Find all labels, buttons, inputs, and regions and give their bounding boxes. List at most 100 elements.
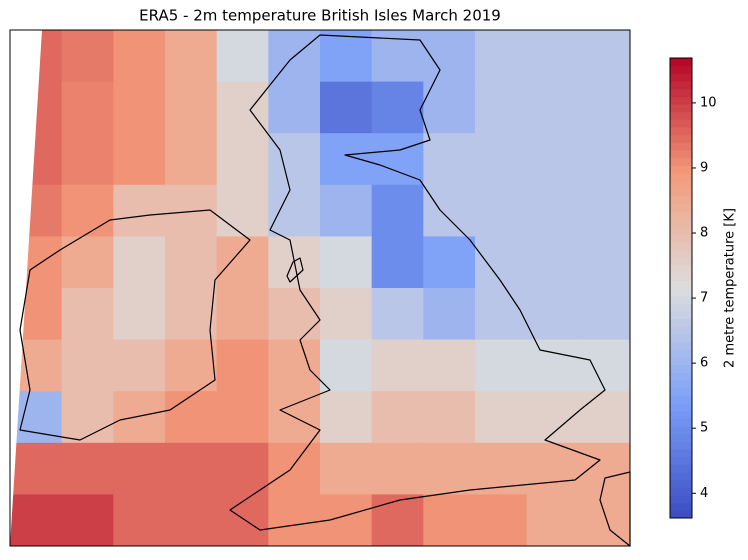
heatmap-cell xyxy=(371,442,424,495)
colorbar-segment xyxy=(670,104,692,113)
heatmap-cell xyxy=(61,391,114,444)
coastline-great-britain xyxy=(229,34,606,531)
colorbar-segment xyxy=(670,341,692,350)
heatmap-cell xyxy=(423,288,476,341)
heatmap-cell xyxy=(423,236,476,289)
colorbar-segment xyxy=(670,311,692,320)
heatmap-cell xyxy=(371,184,424,237)
heatmap-cell xyxy=(61,30,114,83)
map-frame xyxy=(9,29,631,547)
heatmap-cell xyxy=(61,184,114,237)
colorbar-segment xyxy=(670,502,692,511)
colorbar-segment xyxy=(670,150,692,159)
colorbar-frame xyxy=(669,57,693,519)
heatmap-cell xyxy=(320,30,373,83)
heatmap-cell xyxy=(61,288,114,341)
colorbar-segment xyxy=(670,142,692,151)
colorbar-segment xyxy=(670,280,692,289)
colorbar-segment xyxy=(670,510,692,519)
colorbar-segment xyxy=(670,203,692,212)
colorbar-segment xyxy=(670,349,692,358)
colorbar-segment xyxy=(670,433,692,442)
colorbar-segment xyxy=(670,165,692,174)
heatmap-cell xyxy=(578,236,631,289)
heatmap-cell xyxy=(320,236,373,289)
colorbar-tick-label: 4 xyxy=(700,486,708,501)
heatmap-cell xyxy=(216,184,269,237)
heatmap-cell xyxy=(578,494,631,547)
heatmap-cell xyxy=(371,133,424,186)
heatmap-cell xyxy=(423,184,476,237)
heatmap-cell xyxy=(371,288,424,341)
heatmap-cell xyxy=(216,494,269,547)
heatmap-cell xyxy=(423,81,476,134)
colorbar: 4 5 6 7 8 9 10 xyxy=(669,57,717,519)
colorbar-segment xyxy=(670,219,692,228)
heatmap-cell xyxy=(61,494,114,547)
colorbar-segment xyxy=(670,180,692,189)
heatmap-cell xyxy=(216,442,269,495)
colorbar-segment xyxy=(670,395,692,404)
heatmap-cell xyxy=(475,236,528,289)
heatmap-cell xyxy=(165,494,218,547)
colorbar-tick-label: 10 xyxy=(700,95,717,110)
colorbar-segment xyxy=(670,472,692,481)
heatmap-cell xyxy=(371,494,424,547)
heatmap-cell xyxy=(475,184,528,237)
colorbar-segment xyxy=(670,196,692,205)
colorbar-segment xyxy=(670,364,692,373)
heatmap-cell xyxy=(268,184,321,237)
heatmap-cell xyxy=(268,494,321,547)
colorbar-segment xyxy=(670,318,692,327)
heatmap-cell xyxy=(216,339,269,392)
heatmap-cell xyxy=(61,81,114,134)
heatmap-cell xyxy=(216,30,269,83)
heatmap-cell xyxy=(216,391,269,444)
heatmap-cell xyxy=(526,288,579,341)
heatmap-cell xyxy=(320,288,373,341)
heatmap-cell xyxy=(61,133,114,186)
colorbar-segment xyxy=(670,288,692,297)
heatmap-cell xyxy=(61,442,114,495)
heatmap-cell xyxy=(268,442,321,495)
heatmap-cell xyxy=(526,81,579,134)
heatmap-cell xyxy=(475,30,528,83)
heatmap-cell xyxy=(10,442,63,495)
colorbar-segment xyxy=(670,372,692,381)
heatmap-cell xyxy=(165,339,218,392)
colorbar-label: 2 metre temperature [K] xyxy=(723,208,738,368)
colorbar-segment xyxy=(670,479,692,488)
heatmap-cell xyxy=(526,184,579,237)
heatmap-cell xyxy=(165,81,218,134)
heatmap-cell xyxy=(268,288,321,341)
heatmap-cell xyxy=(423,339,476,392)
colorbar-segment xyxy=(670,495,692,504)
heatmap-cell xyxy=(165,442,218,495)
colorbar-segment xyxy=(670,96,692,105)
colorbar-segment xyxy=(670,242,692,251)
colorbar-segment xyxy=(670,456,692,465)
colorbar-tick-label: 6 xyxy=(700,356,708,371)
colorbar-segment xyxy=(670,134,692,143)
colorbar-segment xyxy=(670,58,692,67)
colorbar-segment xyxy=(670,303,692,312)
heatmap-cell xyxy=(578,133,631,186)
colorbar-segment xyxy=(670,249,692,258)
heatmap-cell xyxy=(578,81,631,134)
heatmap-cell xyxy=(475,133,528,186)
blank-area xyxy=(10,30,42,546)
heatmap-cell xyxy=(216,236,269,289)
colorbar-segment xyxy=(670,426,692,435)
colorbar-segment xyxy=(670,334,692,343)
heatmap-cell xyxy=(268,339,321,392)
heatmap-cell xyxy=(526,391,579,444)
colorbar-segment xyxy=(670,487,692,496)
heatmap-cell xyxy=(165,184,218,237)
heatmap-cell xyxy=(165,288,218,341)
colorbar-segment xyxy=(670,449,692,458)
heatmap-cell xyxy=(113,288,166,341)
colorbar-segment xyxy=(670,272,692,281)
heatmap-cell xyxy=(113,236,166,289)
heatmap-cell xyxy=(475,494,528,547)
